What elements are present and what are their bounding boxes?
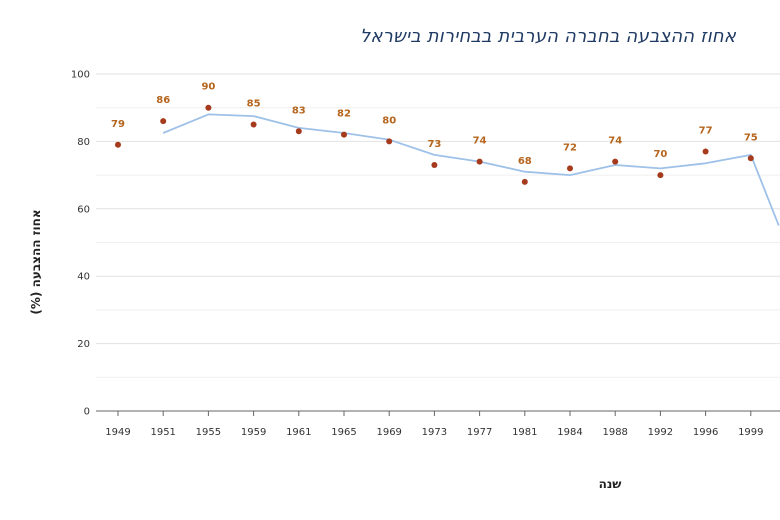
data-point bbox=[160, 118, 167, 125]
x-tick-label: 1955 bbox=[196, 427, 221, 438]
data-label: 86 bbox=[156, 95, 170, 106]
data-point bbox=[612, 158, 619, 165]
data-point bbox=[250, 121, 257, 128]
data-point bbox=[115, 141, 121, 148]
x-tick-label: 1977 bbox=[467, 427, 492, 438]
x-tick-label: 1984 bbox=[557, 427, 582, 438]
data-point bbox=[205, 104, 212, 111]
data-label: 70 bbox=[653, 149, 667, 160]
y-tick-label: 20 bbox=[77, 339, 90, 350]
y-tick-label: 40 bbox=[77, 272, 90, 283]
x-tick-label: 1988 bbox=[602, 427, 627, 438]
data-point bbox=[341, 131, 347, 138]
axes: 0 20 40 60 80 100 1949 1951 1955 1959 1961 1965 1969… bbox=[71, 70, 780, 438]
data-point bbox=[657, 172, 664, 179]
x-tick-label: 1949 bbox=[105, 427, 130, 438]
y-tick-label: 60 bbox=[77, 204, 90, 215]
x-tick-label: 1961 bbox=[286, 427, 311, 438]
x-tick-label: 1965 bbox=[331, 427, 356, 438]
y-tick-label: 0 bbox=[84, 407, 90, 418]
data-label: 74 bbox=[608, 136, 622, 147]
data-point bbox=[295, 128, 302, 135]
data-point bbox=[476, 158, 483, 165]
data-label: 90 bbox=[201, 82, 215, 93]
data-point bbox=[567, 165, 573, 172]
data-point bbox=[702, 148, 709, 155]
data-point bbox=[431, 161, 438, 168]
x-tick-label: 1951 bbox=[150, 427, 175, 438]
data-label: 72 bbox=[563, 142, 577, 153]
x-tick-label: 1959 bbox=[241, 427, 266, 438]
gridlines bbox=[96, 73, 780, 378]
x-tick-label: 1999 bbox=[738, 427, 763, 438]
data-label: 80 bbox=[382, 115, 396, 126]
data-labels: 79 86 90 85 83 82 80 73 74 68 72 74 70 77 75 bbox=[111, 82, 758, 167]
data-label: 82 bbox=[337, 109, 351, 120]
chart-title: אחוז ההצבעה בחברה הערבית בבחירות בישראל bbox=[360, 26, 737, 47]
data-label: 85 bbox=[247, 99, 261, 110]
x-tick-label: 1996 bbox=[693, 427, 718, 438]
x-tick-label: 1992 bbox=[648, 427, 673, 438]
x-tick-label: 1969 bbox=[376, 427, 401, 438]
data-points-series bbox=[115, 104, 754, 185]
data-point bbox=[386, 138, 393, 145]
data-label: 79 bbox=[111, 119, 125, 130]
y-tick-label: 80 bbox=[77, 137, 90, 148]
y-tick-label: 100 bbox=[71, 70, 90, 81]
x-tick-label: 1973 bbox=[422, 427, 447, 438]
x-tick-label: 1981 bbox=[512, 427, 537, 438]
data-point bbox=[747, 155, 754, 162]
data-label: 74 bbox=[473, 136, 487, 147]
data-label: 77 bbox=[699, 126, 713, 137]
data-label: 73 bbox=[427, 139, 441, 150]
data-point bbox=[521, 178, 528, 185]
data-label: 68 bbox=[518, 156, 532, 167]
data-label: 75 bbox=[744, 132, 758, 143]
x-axis-label: שנה bbox=[598, 477, 622, 491]
data-label: 83 bbox=[292, 105, 306, 116]
